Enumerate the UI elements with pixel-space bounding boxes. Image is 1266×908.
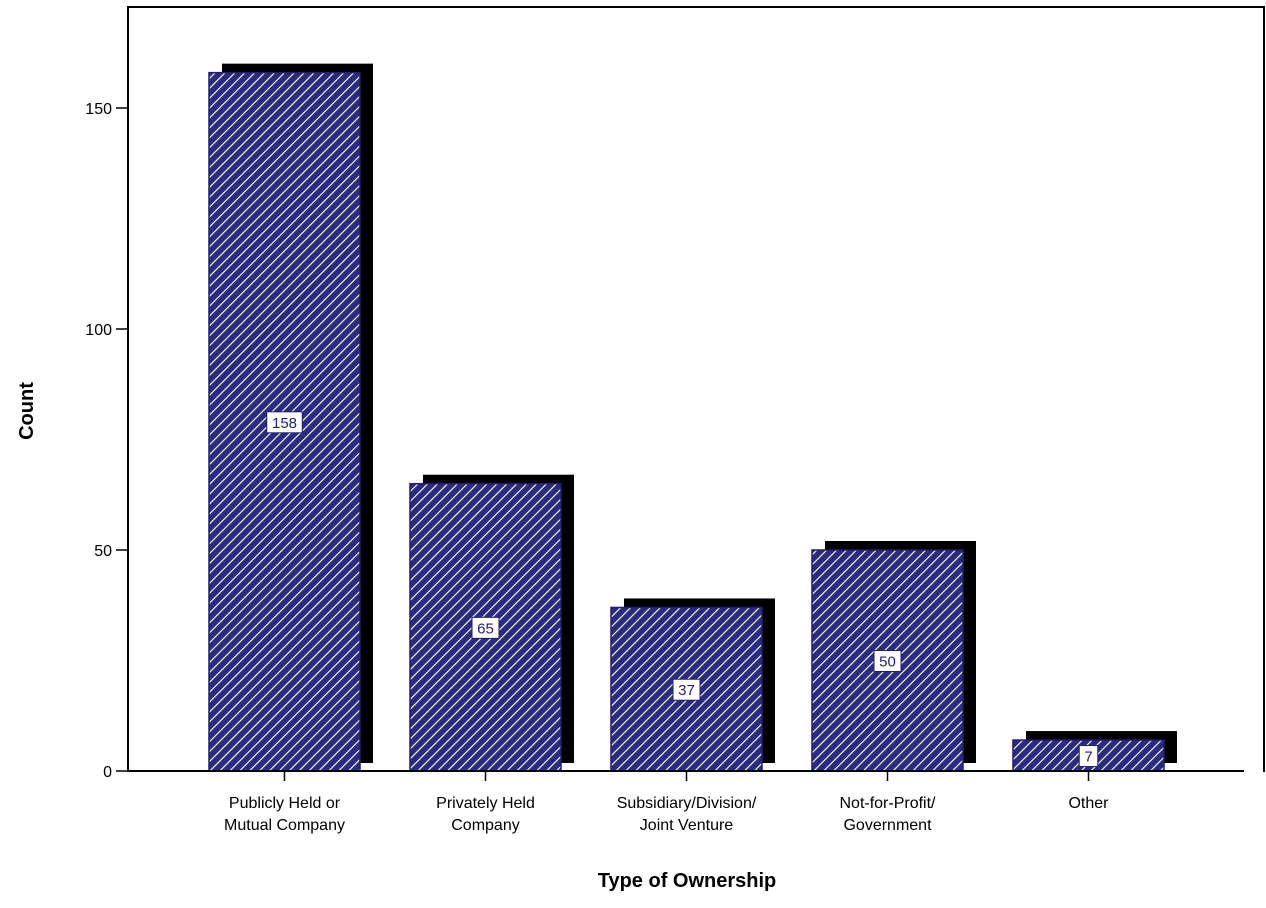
data-label: 65: [477, 620, 494, 637]
x-tick-label: Not-for-Profit/: [839, 795, 936, 812]
bars: [208, 71, 1165, 772]
x-tick-label: Mutual Company: [224, 817, 345, 834]
data-label-box: [873, 650, 902, 672]
y-tick-label: 50: [94, 543, 112, 560]
data-label-box: [1078, 745, 1099, 768]
x-tick-label: Joint Venture: [640, 817, 734, 834]
data-labels: 158 65 37 50 7: [266, 411, 1099, 768]
data-label-box: [672, 678, 701, 701]
data-label: 50: [879, 654, 896, 671]
axes: Publicly Held or Mutual Company Privately …: [85, 101, 1244, 834]
y-tick-label: 0: [103, 764, 112, 781]
x-tick-label: Subsidiary/Division/: [617, 795, 757, 812]
y-axis-title: Count: [16, 382, 38, 440]
x-tick-label: Company: [451, 817, 519, 834]
data-label: 37: [678, 682, 695, 699]
y-tick-label: 150: [85, 101, 112, 118]
data-label-box: [471, 616, 500, 639]
data-label: 7: [1084, 749, 1092, 766]
x-tick-label: Government: [843, 817, 932, 834]
x-tick-label: Privately Held: [436, 795, 535, 812]
data-label-box: [266, 411, 303, 434]
plot-frame: [126, 6, 1266, 812]
x-axis-title: Type of Ownership: [598, 870, 777, 892]
x-tick-label: Other: [1068, 795, 1109, 812]
y-tick-label: 100: [85, 322, 112, 339]
x-tick-label: Publicly Held or: [229, 795, 341, 812]
data-label: 158: [272, 415, 297, 432]
